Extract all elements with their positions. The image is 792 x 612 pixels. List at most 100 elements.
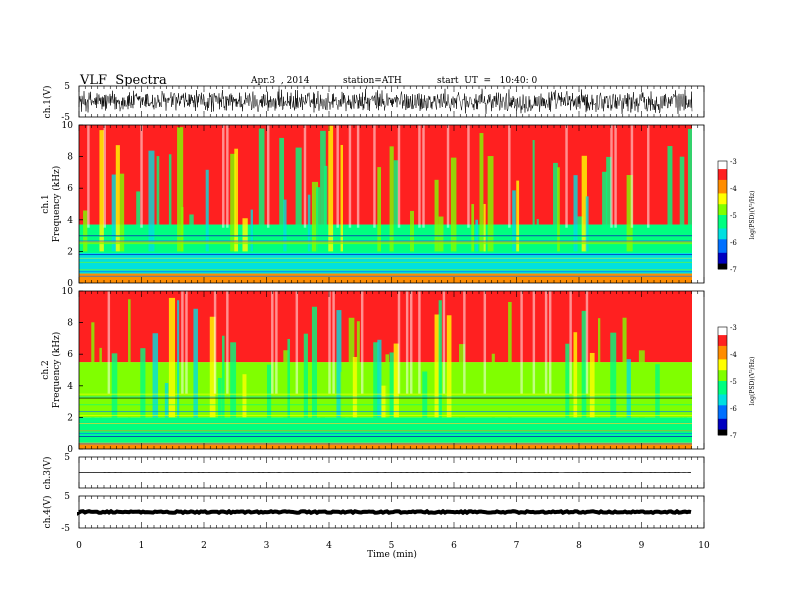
colorbar-cell (718, 410, 727, 414)
colorbar-tick-label: -5 (730, 378, 737, 386)
ytick-label: 2 (67, 413, 73, 423)
colorbar-tick-label: -3 (730, 324, 737, 332)
spectrogram-burst (508, 125, 511, 228)
ch2-colorbar: -3 -4 -5 -6 -7 log(PSD)(V²/Hz) (717, 324, 756, 440)
colorbar-tick-label: -5 (730, 212, 737, 220)
spectrogram-burst (438, 216, 444, 252)
spectrogram-line (79, 415, 692, 417)
spectrogram-burst (385, 354, 390, 418)
colorbar-cell (718, 228, 727, 232)
spectrogram-burst (107, 291, 111, 394)
colorbar-cell (718, 266, 727, 270)
colorbar-cell (718, 252, 727, 256)
colorbar-cell (718, 405, 727, 409)
spectrogram-burst (148, 150, 155, 252)
chart-title: VLF Spectra (80, 73, 167, 88)
spectrogram-burst (311, 306, 318, 418)
spectrogram-line (79, 436, 692, 437)
spectrogram-burst (328, 291, 331, 394)
x-tick-label: 6 (451, 541, 457, 551)
spectrogram-line (79, 235, 692, 237)
spectrogram-burst (266, 364, 272, 418)
spectrogram-burst (213, 291, 217, 394)
spectrogram-line (79, 242, 692, 244)
spectrogram-burst (336, 310, 342, 418)
spectrogram-burst (348, 317, 355, 418)
colorbar-cell (718, 250, 727, 254)
spectrogram-burst (557, 167, 560, 252)
spectrogram-burst (91, 322, 95, 418)
spectrogram-burst (328, 125, 334, 252)
station-label: station=ATH (343, 76, 402, 86)
spectrogram-burst (111, 353, 118, 418)
spectrogram-gap (692, 125, 704, 283)
colorbar-cell (718, 242, 727, 246)
spectrogram-line (79, 438, 692, 440)
ytick-label: 8 (67, 319, 73, 329)
colorbar-cell (718, 337, 727, 341)
colorbar-cell (718, 424, 727, 428)
spectrogram-burst (356, 321, 360, 418)
colorbar-cell (718, 362, 727, 366)
colorbar-cell (718, 258, 727, 262)
spectrogram-burst (111, 174, 117, 252)
spectrogram-burst (548, 291, 552, 394)
colorbar-cell (718, 327, 727, 331)
spectrogram-burst (226, 125, 229, 228)
spectrogram-burst (389, 352, 394, 418)
colorbar-cell (718, 231, 727, 235)
x-tick-label: 4 (326, 541, 332, 551)
spectrogram-line (79, 258, 692, 260)
spectrogram-burst (569, 291, 572, 394)
spectrogram-burst (217, 377, 222, 418)
spectrogram-burst (450, 157, 457, 252)
colorbar-cell (718, 364, 727, 368)
spectrogram-burst (410, 291, 413, 394)
spectrogram-burst (647, 125, 650, 228)
colorbar-cell (718, 204, 727, 208)
spectrogram-line (79, 243, 692, 245)
spectrogram-burst (156, 156, 160, 252)
ch4-ylabel: ch.4(V) (42, 496, 53, 529)
ch2-spec-ylabel: Frequency (kHz) (51, 332, 62, 409)
spectrogram-burst (279, 137, 285, 252)
colorbar-cell (718, 402, 727, 406)
ch1-spec-channel-label: ch.1 (41, 194, 51, 213)
ch1-spectrogram-image (79, 125, 704, 283)
colorbar-cell (718, 383, 727, 387)
colorbar-cell (718, 212, 727, 216)
spectrogram-burst (393, 160, 399, 252)
spectrogram-burst (434, 314, 440, 418)
spectrogram-line (79, 433, 692, 434)
spectrogram-burst (115, 145, 120, 252)
spectrogram-line (79, 271, 692, 273)
spectrogram-line (79, 404, 692, 406)
start-time-label: start UT = 10:40: 0 (437, 76, 538, 86)
spectrogram-burst (271, 291, 274, 394)
colorbar-cell (718, 372, 727, 377)
spectrogram-burst (99, 130, 104, 252)
colorbar-cell (718, 386, 727, 390)
colorbar-cell (718, 416, 727, 420)
spectrogram-line (79, 434, 692, 436)
colorbar-cell (718, 182, 727, 186)
colorbar-cell (718, 255, 727, 259)
spectrogram-line (79, 275, 692, 277)
spectrogram-burst (397, 125, 401, 228)
spectrogram-burst (520, 291, 523, 394)
colorbar-cell (718, 163, 727, 167)
spectrogram-burst (311, 181, 319, 252)
spectrogram-burst (516, 180, 520, 252)
ch1-ytick-top: 5 (64, 82, 70, 92)
spectrogram-burst (377, 339, 382, 418)
ch2-spectrogram-image (79, 291, 704, 449)
colorbar-cell (718, 421, 727, 425)
spectrogram-line (79, 269, 692, 271)
ytick-label: 0 (67, 445, 73, 455)
colorbar-cell (718, 397, 727, 401)
ch3-ytick-top: 5 (64, 453, 70, 463)
colorbar-cell (718, 375, 727, 379)
spectrogram-burst (381, 385, 388, 418)
spectrogram-burst (626, 359, 631, 418)
spectrogram-band (79, 273, 692, 283)
